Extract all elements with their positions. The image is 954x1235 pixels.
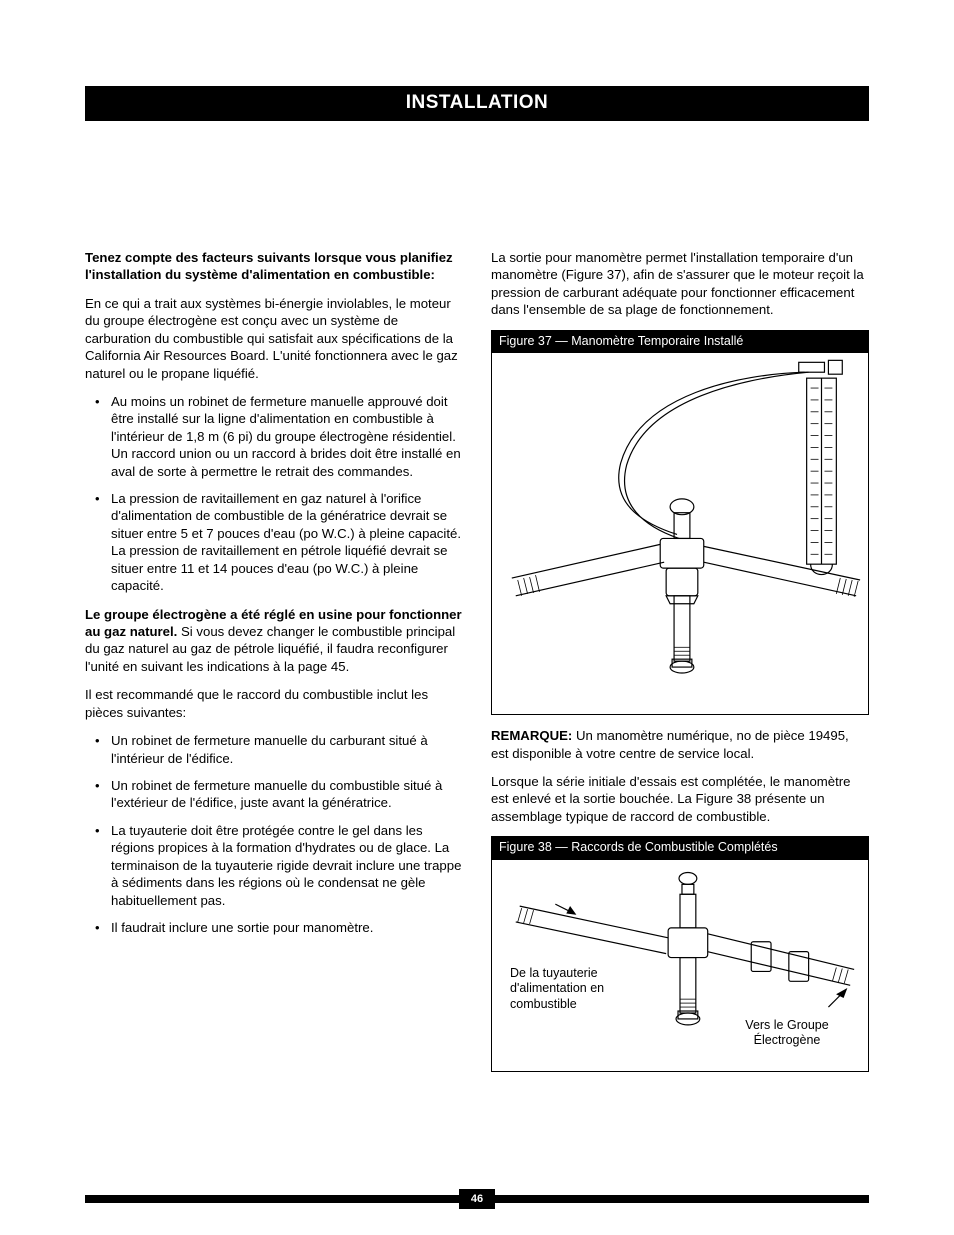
section-title-bar: INSTALLATION: [85, 86, 869, 121]
footer-rule-left: [85, 1195, 459, 1203]
section-title: INSTALLATION: [406, 92, 549, 113]
recommande-paragraph: Il est recommandé que le raccord du comb…: [85, 686, 463, 721]
intro-bold: Tenez compte des facteurs suivants lorsq…: [85, 249, 463, 284]
figure-38-caption: Figure 38 — Raccords de Combustible Comp…: [491, 836, 869, 860]
bullet-item: Au moins un robinet de fermeture manuell…: [85, 393, 463, 480]
remarque-paragraph: REMARQUE: Un manomètre numérique, no de …: [491, 727, 869, 762]
figure-38: De la tuyauterie d'alimentation en combu…: [491, 860, 869, 1072]
reglage-paragraph: Le groupe électrogène a été réglé en usi…: [85, 606, 463, 676]
left-column: Tenez compte des facteurs suivants lorsq…: [85, 249, 463, 1072]
page: INSTALLATION Tenez compte des facteurs s…: [0, 0, 954, 1235]
figure-37: [491, 353, 869, 715]
figure-38-label-left: De la tuyauterie d'alimentation en combu…: [510, 966, 636, 1013]
right-column: La sortie pour manomètre permet l'instal…: [491, 249, 869, 1072]
figure-38-label-right: Vers le Groupe Électrogène: [732, 1018, 842, 1049]
bullet-list-b: Un robinet de fermeture manuelle du carb…: [85, 732, 463, 936]
intro-paragraph: En ce qui a trait aux systèmes bi-énergi…: [85, 295, 463, 382]
footer-rule-right: [495, 1195, 869, 1203]
manometer-diagram-icon: [492, 353, 868, 714]
remarque-bold: REMARQUE:: [491, 728, 572, 743]
bullet-item: Un robinet de fermeture manuelle du comb…: [85, 777, 463, 812]
bullet-item: La tuyauterie doit être protégée contre …: [85, 822, 463, 909]
content-columns: Tenez compte des facteurs suivants lorsq…: [85, 249, 869, 1072]
figure-37-caption: Figure 37 — Manomètre Temporaire Install…: [491, 330, 869, 354]
bullet-item: Il faudrait inclure une sortie pour mano…: [85, 919, 463, 936]
bullet-item: La pression de ravitaillement en gaz nat…: [85, 490, 463, 595]
page-number: 46: [459, 1189, 495, 1209]
page-footer: 46: [85, 1189, 869, 1209]
right-para-2: Lorsque la série initiale d'essais est c…: [491, 773, 869, 825]
bullet-list-a: Au moins un robinet de fermeture manuell…: [85, 393, 463, 595]
bullet-item: Un robinet de fermeture manuelle du carb…: [85, 732, 463, 767]
right-para-1: La sortie pour manomètre permet l'instal…: [491, 249, 869, 319]
